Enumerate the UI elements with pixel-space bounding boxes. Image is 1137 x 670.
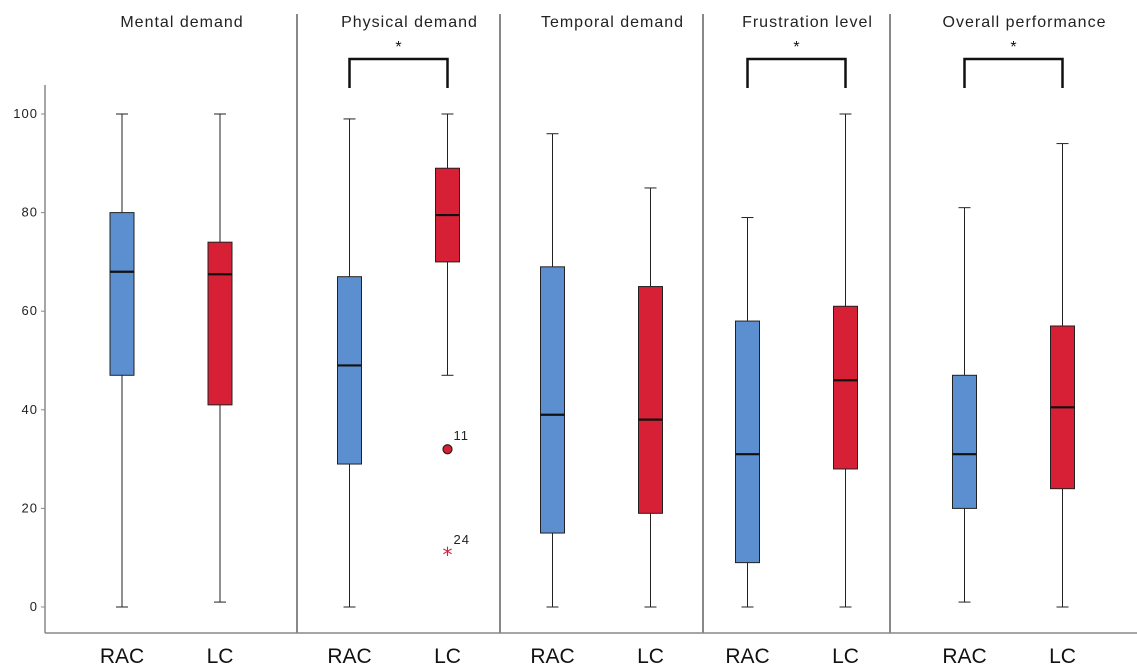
- panel-mental-demand: Mental demand RAC LC: [100, 14, 243, 668]
- iqr-box: [109, 212, 135, 376]
- iqr-box: [207, 241, 233, 406]
- y-tick-label: 0: [30, 599, 38, 614]
- iqr-box: [638, 286, 663, 514]
- y-tick-label: 20: [22, 500, 38, 515]
- box-lc: [1050, 143, 1075, 608]
- significance-bracket: [963, 57, 1064, 88]
- panel-title: Overall performance: [943, 14, 1107, 31]
- category-label-lc: LC: [1049, 645, 1076, 668]
- outlier-circle: [442, 444, 453, 455]
- iqr-box: [540, 266, 565, 534]
- extreme-outlier-star: *: [443, 543, 453, 567]
- category-label-rac: RAC: [530, 645, 574, 668]
- iqr-box: [833, 305, 858, 470]
- iqr-box: [952, 374, 977, 509]
- box-lc: [638, 187, 663, 608]
- outlier-label: 24: [454, 532, 470, 547]
- significance-bracket: [746, 57, 847, 88]
- outlier-label: 11: [454, 428, 470, 443]
- panel-title: Physical demand: [341, 14, 478, 31]
- panel-title: Temporal demand: [541, 14, 684, 31]
- box-rac: [109, 113, 135, 608]
- box-rac: [337, 118, 362, 608]
- box-rac: [735, 217, 760, 608]
- panel-overall-performance: Overall performance * RAC LC: [942, 14, 1107, 668]
- panel-temporal-demand: Temporal demand RAC LC: [530, 14, 684, 668]
- y-tick-label: 100: [13, 106, 38, 121]
- panel-title: Mental demand: [120, 14, 243, 31]
- category-label-rac: RAC: [100, 645, 144, 668]
- box-lc: [207, 113, 233, 603]
- category-label-rac: RAC: [327, 645, 371, 668]
- box-rac: [540, 133, 565, 608]
- y-tick-label: 40: [22, 402, 38, 417]
- category-label-rac: RAC: [942, 645, 986, 668]
- significance-marker: *: [1010, 39, 1016, 56]
- category-label-lc: LC: [434, 645, 461, 668]
- category-label-lc: LC: [207, 645, 234, 668]
- box-rac: [952, 207, 977, 603]
- iqr-box: [735, 320, 760, 564]
- iqr-box: [337, 276, 362, 465]
- y-tick-label: 80: [22, 205, 38, 220]
- panel-title: Frustration level: [742, 14, 873, 31]
- box-lc: [833, 113, 858, 608]
- y-tick-label: 60: [22, 303, 38, 318]
- significance-bracket: [348, 57, 449, 88]
- box-lc: [435, 113, 460, 376]
- category-label-lc: LC: [832, 645, 859, 668]
- significance-marker: *: [395, 39, 401, 56]
- category-label-rac: RAC: [725, 645, 769, 668]
- chart-axes: 0 20 40 60 80 100: [13, 14, 1137, 634]
- category-label-lc: LC: [637, 645, 664, 668]
- panel-frustration-level: Frustration level * RAC LC: [725, 14, 873, 668]
- significance-marker: *: [793, 39, 799, 56]
